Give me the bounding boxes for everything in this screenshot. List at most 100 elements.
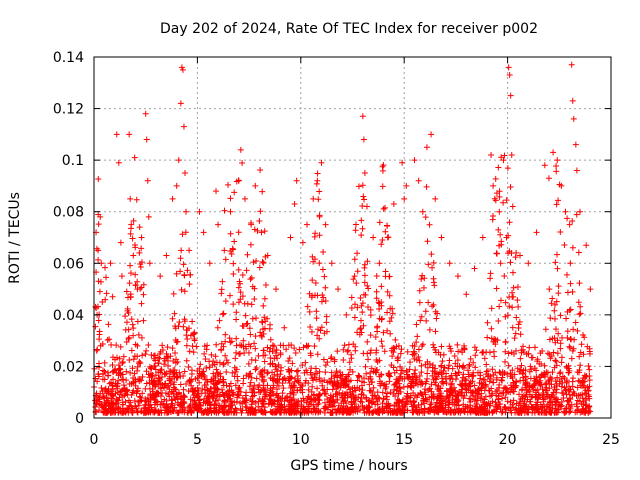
data-point <box>402 400 409 407</box>
data-point <box>177 381 184 388</box>
data-point <box>321 409 328 416</box>
data-point <box>459 378 466 385</box>
data-point <box>312 409 319 416</box>
data-point <box>321 330 328 337</box>
data-point <box>262 282 269 289</box>
data-point <box>390 200 397 207</box>
data-point <box>551 364 558 371</box>
data-point <box>499 395 506 402</box>
data-point <box>581 372 588 379</box>
data-point <box>183 381 190 388</box>
data-point <box>203 376 210 383</box>
data-point <box>355 183 362 190</box>
data-point <box>552 396 559 403</box>
data-point <box>127 230 134 237</box>
data-point <box>511 335 518 342</box>
data-point <box>379 183 386 190</box>
data-point <box>398 367 405 374</box>
data-point <box>517 355 524 362</box>
data-point <box>461 408 468 415</box>
data-point <box>461 342 468 349</box>
data-point <box>519 386 526 393</box>
data-point <box>421 386 428 393</box>
data-point <box>187 396 194 403</box>
data-point <box>410 397 417 404</box>
data-point <box>422 214 429 221</box>
data-point <box>376 380 383 387</box>
data-point <box>166 393 173 400</box>
y-tick-label: 0.14 <box>53 50 84 66</box>
data-point <box>138 397 145 404</box>
data-point <box>155 375 162 382</box>
data-point <box>151 363 158 370</box>
data-point <box>564 334 571 341</box>
data-point <box>510 397 517 404</box>
data-point <box>527 398 534 405</box>
data-point <box>213 404 220 411</box>
data-point <box>429 362 436 369</box>
data-point <box>570 115 577 122</box>
data-point <box>528 366 535 373</box>
data-point <box>319 266 326 273</box>
data-point <box>255 352 262 359</box>
data-point <box>233 366 240 373</box>
data-point <box>365 285 372 292</box>
data-point <box>181 170 188 177</box>
data-point <box>252 333 259 340</box>
data-point <box>243 389 250 396</box>
data-point <box>258 229 265 236</box>
data-point <box>569 392 576 399</box>
data-point <box>354 377 361 384</box>
data-point <box>379 343 386 350</box>
data-point <box>484 402 491 409</box>
data-point <box>411 370 418 377</box>
data-point <box>334 396 341 403</box>
data-point <box>130 379 137 386</box>
data-point <box>354 268 361 275</box>
data-point <box>357 294 364 301</box>
data-point <box>259 319 266 326</box>
data-point <box>261 404 268 411</box>
data-point <box>242 403 249 410</box>
data-point <box>281 374 288 381</box>
data-point <box>467 383 474 390</box>
data-point <box>123 288 130 295</box>
data-point <box>113 354 120 361</box>
data-point <box>358 391 365 398</box>
data-point <box>109 382 116 389</box>
data-point <box>491 353 498 360</box>
data-point <box>147 395 154 402</box>
data-point <box>102 385 109 392</box>
data-point <box>428 381 435 388</box>
data-point <box>316 375 323 382</box>
data-point <box>214 324 221 331</box>
data-point <box>314 292 321 299</box>
data-point <box>570 326 577 333</box>
data-point <box>508 151 515 158</box>
data-point <box>115 377 122 384</box>
data-point <box>288 341 295 348</box>
data-point <box>247 379 254 386</box>
data-point <box>193 343 200 350</box>
data-point <box>513 378 520 385</box>
data-point <box>317 378 324 385</box>
data-point <box>111 367 118 374</box>
data-point <box>573 167 580 174</box>
data-point <box>315 400 322 407</box>
data-point <box>451 399 458 406</box>
data-point <box>551 307 558 314</box>
data-point <box>558 354 565 361</box>
data-point <box>476 404 483 411</box>
data-point <box>490 407 497 414</box>
data-point <box>454 363 461 370</box>
data-point <box>304 303 311 310</box>
data-point <box>354 329 361 336</box>
data-point <box>162 357 169 364</box>
data-point <box>418 343 425 350</box>
data-point <box>505 362 512 369</box>
data-point <box>307 324 314 331</box>
data-point <box>407 359 414 366</box>
data-point <box>550 149 557 156</box>
data-point <box>344 404 351 411</box>
data-point <box>230 260 237 267</box>
